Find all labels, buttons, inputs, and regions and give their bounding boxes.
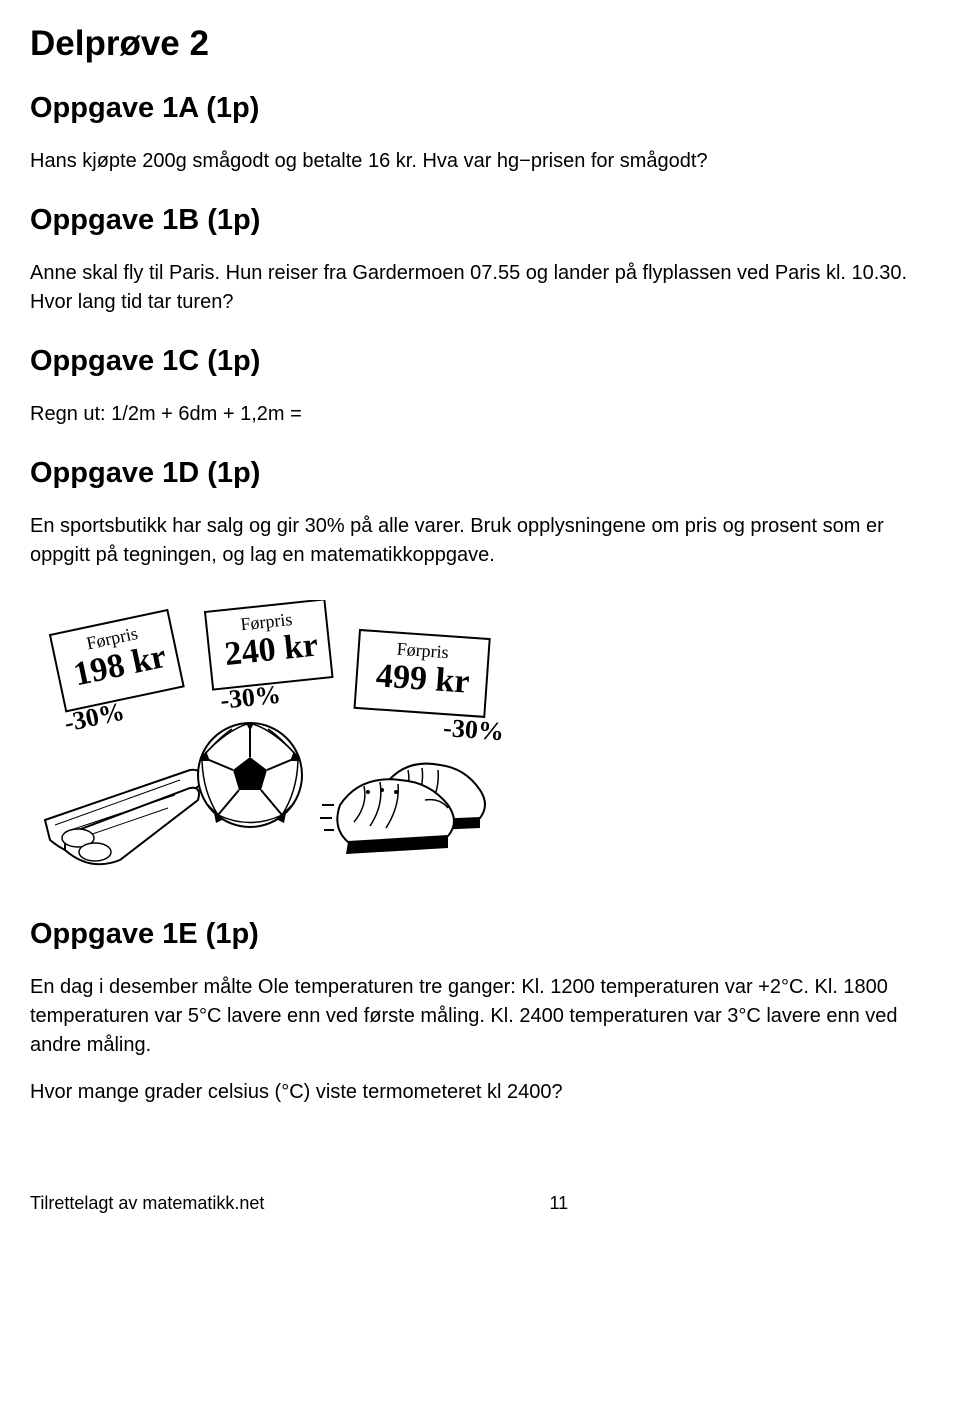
task-1e-heading: Oppgave 1E (1p) <box>30 918 930 951</box>
task-1a-text: Hans kjøpte 200g smågodt og betalte 16 k… <box>30 147 930 176</box>
task-1e-text2: Hvor mange grader celsius (°C) viste ter… <box>30 1078 930 1107</box>
task-1d-text: En sportsbutikk har salg og gir 30% på a… <box>30 512 930 570</box>
task-1d-heading: Oppgave 1D (1p) <box>30 457 930 490</box>
tag3-price: 499 kr <box>375 657 471 700</box>
sale-items-icon: Førpris 198 kr -30% Førpris 240 kr -30% <box>30 600 530 890</box>
sale-illustration: Førpris 198 kr -30% Førpris 240 kr -30% <box>30 600 930 890</box>
tag3-discount: -30% <box>442 713 505 746</box>
task-1b-text: Anne skal fly til Paris. Hun reiser fra … <box>30 259 930 317</box>
sneakers-icon <box>320 764 485 854</box>
task-1e-text1: En dag i desember målte Ole temperaturen… <box>30 973 930 1060</box>
footer-page-number: 11 <box>549 1193 568 1214</box>
task-1c-heading: Oppgave 1C (1p) <box>30 345 930 378</box>
task-1a-heading: Oppgave 1A (1p) <box>30 92 930 125</box>
flippers-icon <box>45 770 201 864</box>
document-title: Delprøve 2 <box>30 24 930 64</box>
tag2-discount: -30% <box>219 680 282 715</box>
soccer-ball-icon <box>198 723 302 827</box>
page-footer: Tilrettelagt av matematikk.net 11 <box>30 1193 930 1214</box>
task-1c-text: Regn ut: 1/2m + 6dm + 1,2m = <box>30 400 930 429</box>
footer-source: Tilrettelagt av matematikk.net <box>30 1193 264 1214</box>
task-1b-heading: Oppgave 1B (1p) <box>30 204 930 237</box>
